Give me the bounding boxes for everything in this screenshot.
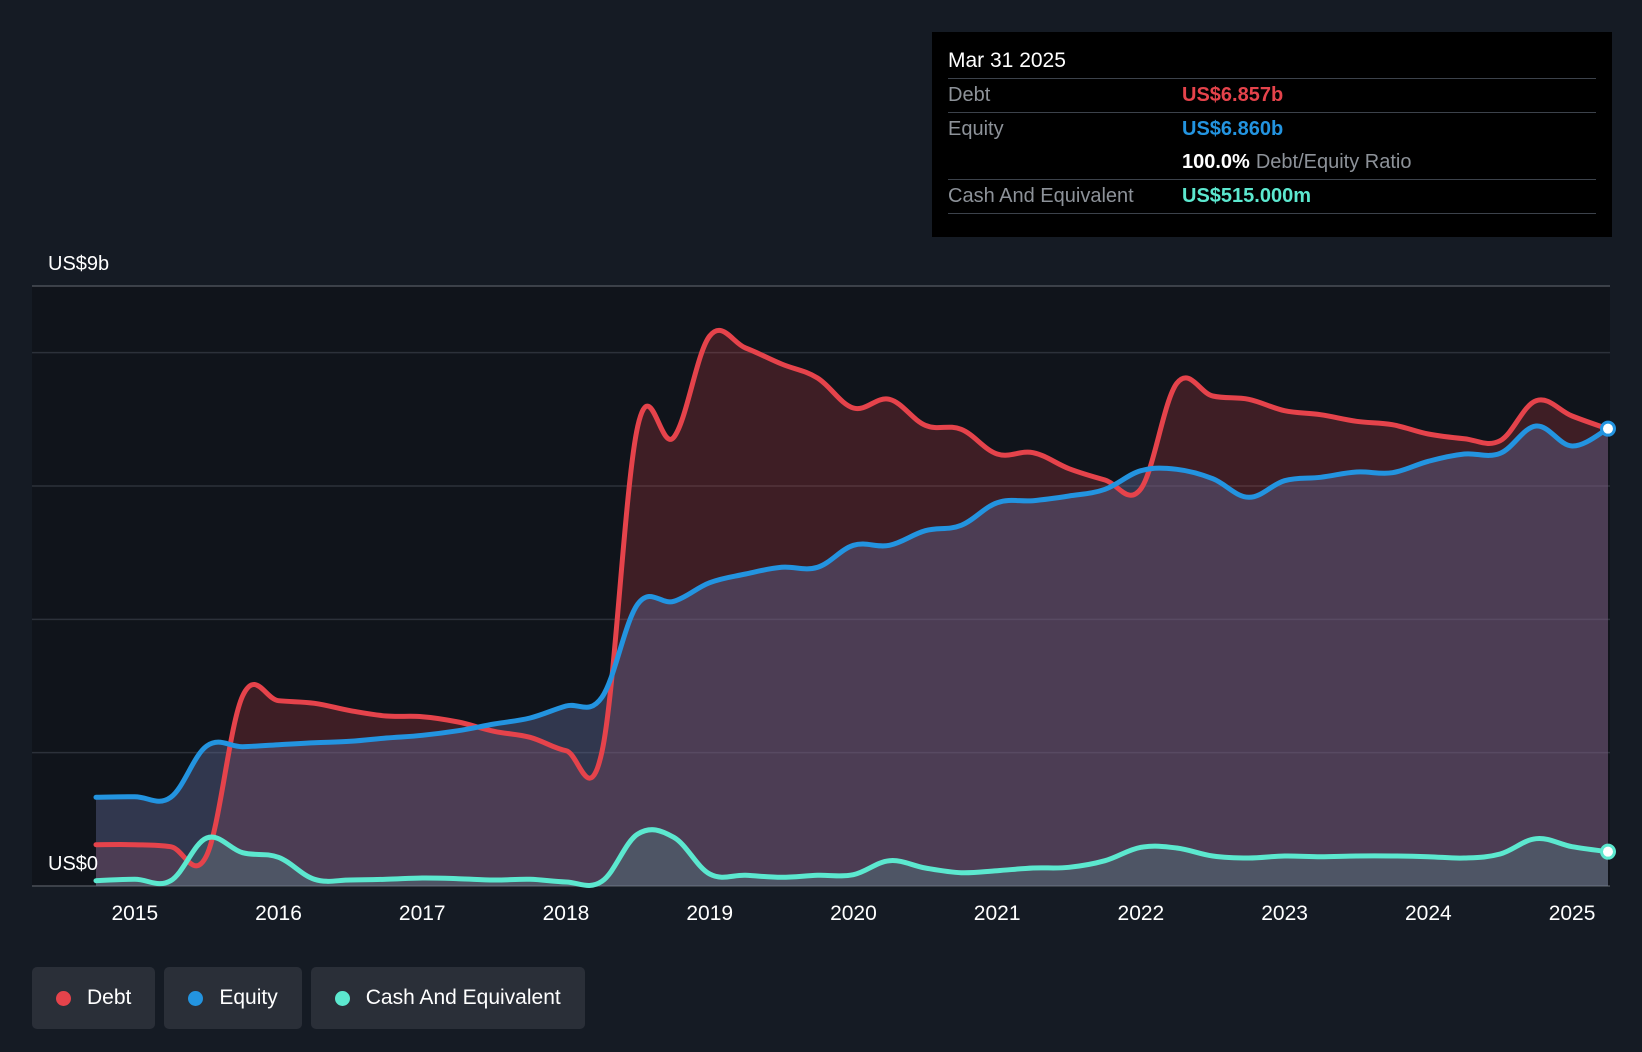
x-axis-ticks: 2015 2016 2017 2018 2019 2020 2021 2022 2023 2024… <box>111 902 1595 925</box>
tooltip-panel: Mar 31 2025 Debt US$6.857b Equity US$6.8… <box>932 32 1612 237</box>
legend-item-debt[interactable]: Debt <box>32 967 156 1029</box>
tooltip-cash-label: Cash And Equivalent <box>948 185 1134 207</box>
x-tick-2022: 2022 <box>1118 902 1165 925</box>
tooltip-row-equity: Equity US$6.860b <box>948 112 1596 146</box>
gridlines <box>32 285 1610 887</box>
tooltip-ratio-label: Debt/Equity Ratio <box>1255 151 1412 173</box>
legend-debt-label: Debt <box>87 986 132 1009</box>
x-tick-2016: 2016 <box>255 902 302 925</box>
x-tick-2025: 2025 <box>1549 902 1596 925</box>
chart-legend: Debt Equity Cash And Equivalent <box>32 967 585 1029</box>
legend-item-cash[interactable]: Cash And Equivalent <box>310 967 585 1029</box>
cash-and-equivalent-area <box>96 829 1608 886</box>
equity-area <box>96 425 1608 886</box>
equity-circle-icon <box>188 990 204 1006</box>
legend-item-equity[interactable]: Equity <box>164 967 302 1029</box>
endpoint-markers <box>1600 420 1616 860</box>
cash-and-equivalent-line <box>93 827 1611 888</box>
x-tick-2019: 2019 <box>686 902 733 925</box>
equity-line <box>93 423 1611 804</box>
debt-line <box>93 327 1611 869</box>
series-lines <box>93 327 1611 888</box>
x-tick-2021: 2021 <box>974 902 1021 925</box>
tooltip-debt-value: US$6.857b <box>1182 84 1284 106</box>
tooltip-debt-label: Debt <box>948 84 991 106</box>
x-tick-2017: 2017 <box>399 902 446 925</box>
equity-end-marker[interactable] <box>1600 420 1616 437</box>
tooltip-row-ratio: 100.0% Debt/Equity Ratio <box>948 146 1596 179</box>
x-tick-2018: 2018 <box>543 902 590 925</box>
x-tick-2015: 2015 <box>111 902 158 925</box>
legend-equity-label: Equity <box>219 986 278 1009</box>
x-tick-2024: 2024 <box>1405 902 1452 925</box>
tooltip-cash-value: US$515.000m <box>1182 185 1311 207</box>
tooltip-equity-value: US$6.860b <box>1182 118 1284 140</box>
debt-area <box>96 330 1608 886</box>
plot-background <box>32 286 1610 886</box>
tooltip-row-debt: Debt US$6.857b <box>948 78 1596 112</box>
tooltip-ratio-value: 100.0% <box>1182 151 1250 173</box>
tooltip-date: Mar 31 2025 <box>948 49 1066 72</box>
tooltip-row-cash: Cash And Equivalent US$515.000m <box>948 179 1596 214</box>
tooltip-equity-label: Equity <box>948 118 1004 140</box>
cash-and-equivalent-end-marker[interactable] <box>1600 843 1616 860</box>
x-tick-2020: 2020 <box>830 902 877 925</box>
series-areas <box>96 330 1608 886</box>
y-axis-top-label: US$9b <box>48 253 109 275</box>
debt-circle-icon <box>56 990 71 1006</box>
legend-cash-label: Cash And Equivalent <box>365 986 561 1009</box>
y-axis-bottom-label: US$0 <box>48 853 98 875</box>
x-tick-2023: 2023 <box>1261 902 1308 925</box>
cash-circle-icon <box>334 990 350 1006</box>
